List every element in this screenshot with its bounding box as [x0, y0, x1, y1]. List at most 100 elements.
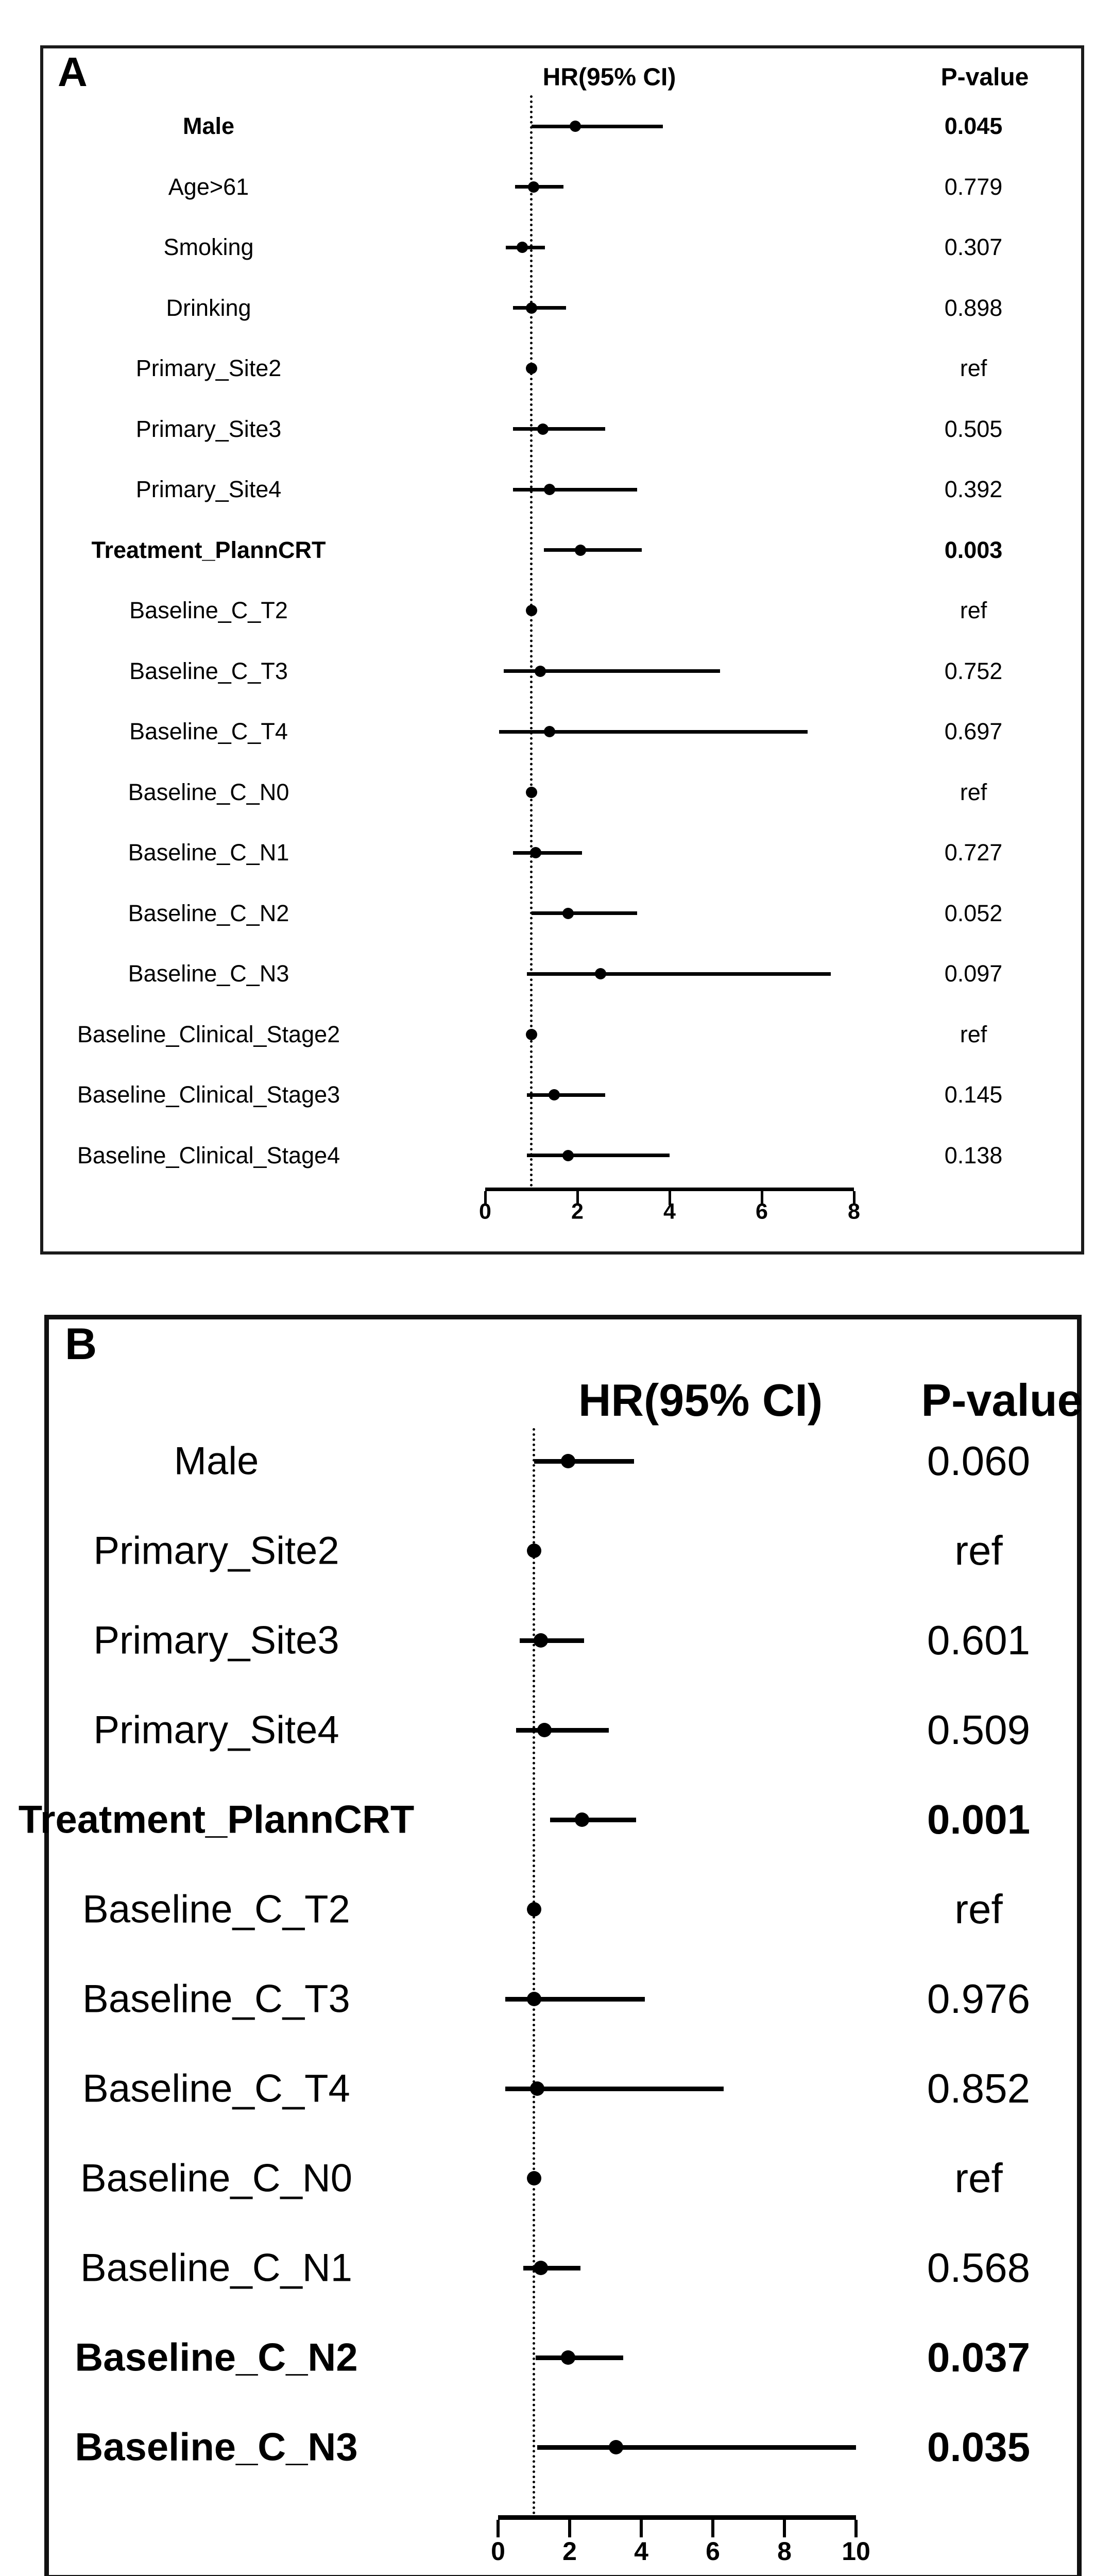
panel-a-row-pvalue: 0.392: [944, 476, 1003, 502]
panel-a-point-estimate: [525, 302, 537, 314]
panel-a-row-pvalue: 0.779: [944, 173, 1003, 200]
panel-a-row-pvalue: ref: [960, 778, 987, 805]
panel-a-x-tick-label: 8: [848, 1199, 860, 1224]
panel-a-row-pvalue: 0.505: [944, 415, 1003, 442]
panel-b-x-tick-label: 8: [777, 2537, 792, 2566]
panel-a-row-pvalue: 0.307: [944, 234, 1003, 260]
panel-a-row-label: Smoking: [163, 234, 254, 260]
panel-a-row-label: Drinking: [166, 294, 251, 321]
panel-b-row-pvalue: ref: [954, 1528, 1003, 1573]
panel-a-ci-line: [512, 306, 566, 310]
panel-a-point-estimate: [525, 605, 537, 616]
panel-a-x-tick-label: 4: [663, 1199, 676, 1224]
panel-a-ci-line: [512, 427, 605, 431]
panel-b-x-tick: [497, 2520, 500, 2537]
panel-b-row-pvalue: 0.037: [927, 2334, 1031, 2380]
panel-a-row-label: Baseline_C_N2: [128, 900, 289, 926]
panel-b-point-estimate: [526, 1544, 541, 1558]
panel-a-row-label: Baseline_Clinical_Stage2: [77, 1021, 340, 1047]
panel-a-point-estimate: [527, 181, 539, 193]
panel-b-point-estimate: [526, 1992, 541, 2006]
panel-a-row-label: Age>61: [168, 173, 249, 200]
panel-b-ci-line: [523, 2265, 580, 2270]
panel-a-x-tick: [576, 1191, 579, 1205]
panel-a-row-label: Baseline_C_N0: [128, 778, 289, 805]
panel-a-point-estimate: [516, 242, 528, 253]
panel-a-row-pvalue: 0.898: [944, 294, 1003, 321]
panel-a-point-estimate: [562, 1149, 574, 1161]
panel-a-row-pvalue: 0.097: [944, 960, 1003, 987]
panel-a-row-pvalue: 0.138: [944, 1142, 1003, 1168]
panel-a-row-pvalue: ref: [960, 597, 987, 623]
panel-b-x-tick: [568, 2520, 571, 2537]
panel-a-row-pvalue: 0.752: [944, 657, 1003, 684]
panel-b-x-tick: [640, 2520, 643, 2537]
panel-b-x-tick-label: 2: [562, 2537, 577, 2566]
panel-a-box: [40, 45, 1084, 1255]
panel-b-row-label: Treatment_PlannCRT: [18, 1798, 415, 1842]
panel-a-point-estimate: [525, 363, 537, 374]
panel-b-point-estimate: [526, 1902, 541, 1917]
panel-b-row-pvalue: 0.976: [927, 1976, 1031, 2022]
panel-a-x-tick: [484, 1191, 487, 1205]
panel-a-point-estimate: [569, 121, 581, 132]
panel-b-ci-line: [550, 1817, 636, 1822]
panel-a-ci-line: [543, 548, 642, 552]
panel-a-point-estimate: [525, 786, 537, 798]
panel-a-row-pvalue: ref: [960, 1021, 987, 1047]
panel-a-point-estimate: [575, 544, 587, 556]
panel-a-ci-line: [526, 1093, 605, 1097]
panel-b-row-pvalue: 0.509: [927, 1707, 1031, 1753]
panel-a-row-pvalue: 0.145: [944, 1081, 1003, 1108]
panel-a-row-pvalue: 0.003: [944, 536, 1003, 563]
panel-b-row-pvalue: ref: [954, 2155, 1003, 2201]
panel-b-ci-line: [516, 1727, 609, 1733]
panel-a-point-estimate: [594, 968, 606, 979]
panel-a-ci-line: [531, 911, 638, 915]
panel-b-row-label: Baseline_C_N1: [80, 2246, 353, 2290]
panel-a-row-label: Male: [182, 113, 235, 139]
panel-a-row-label: Baseline_C_N1: [128, 839, 289, 866]
panel-b-row-label: Baseline_C_N3: [75, 2425, 358, 2469]
panel-b-row-pvalue: 0.001: [927, 1797, 1031, 1842]
panel-b-row-label: Primary_Site2: [93, 1529, 339, 1573]
panel-a-point-estimate: [535, 665, 546, 677]
panel-b-x-tick: [711, 2520, 714, 2537]
panel-a-row-label: Primary_Site4: [135, 476, 282, 502]
panel-a-point-estimate: [544, 726, 556, 737]
panel-b-x-tick: [783, 2520, 786, 2537]
panel-a-x-tick-label: 0: [479, 1199, 491, 1224]
panel-b-label: B: [65, 1319, 97, 1369]
panel-b-point-estimate: [560, 1454, 575, 1468]
panel-a-x-tick: [852, 1191, 856, 1205]
panel-a-point-estimate: [549, 1089, 560, 1100]
panel-a-row-pvalue: 0.045: [944, 113, 1003, 139]
panel-b-ci-line: [505, 2086, 724, 2091]
panel-a-ci-line: [512, 851, 582, 855]
panel-a-x-axis: [485, 1188, 854, 1191]
panel-b-row-pvalue: 0.035: [927, 2424, 1031, 2470]
panel-b-row-pvalue: 0.852: [927, 2065, 1031, 2111]
panel-b-point-estimate: [537, 1723, 552, 1737]
panel-b-x-tick: [854, 2520, 858, 2537]
panel-a-point-estimate: [525, 1028, 537, 1040]
panel-b-x-tick-label: 6: [706, 2537, 720, 2566]
panel-a-point-estimate: [544, 484, 556, 495]
panel-b-point-estimate: [534, 2261, 549, 2275]
panel-b-ci-line: [505, 1996, 645, 2002]
panel-b-row-label: Baseline_C_T4: [82, 2066, 350, 2111]
panel-b-box: [44, 1315, 1082, 2576]
panel-b-pvalue-header: P-value: [921, 1375, 1083, 1426]
panel-a-row-pvalue: 0.697: [944, 718, 1003, 744]
panel-b-row-label: Baseline_C_N0: [80, 2156, 353, 2200]
panel-a-ci-line: [512, 487, 638, 492]
panel-b-point-estimate: [530, 2081, 545, 2096]
panel-b-x-tick-label: 4: [634, 2537, 648, 2566]
panel-b-x-tick-label: 0: [491, 2537, 505, 2566]
panel-b-reference-line: [533, 1428, 535, 2515]
panel-a-x-tick-label: 6: [756, 1199, 768, 1224]
panel-b-point-estimate: [534, 1633, 549, 1648]
panel-a-reference-line: [530, 95, 533, 1188]
panel-a-point-estimate: [562, 907, 574, 919]
